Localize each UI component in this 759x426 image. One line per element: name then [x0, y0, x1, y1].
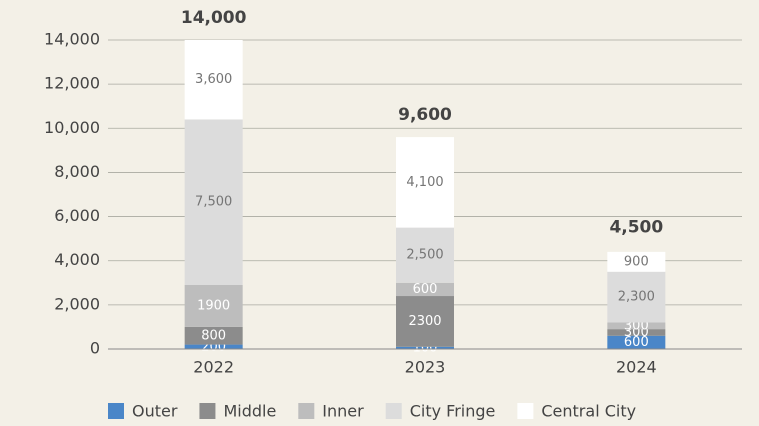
- legend-swatch: [517, 403, 534, 419]
- total-label: 14,000: [181, 8, 247, 28]
- bar-segment: [184, 326, 243, 345]
- bar-segment: [607, 329, 666, 336]
- bar-segment: [184, 119, 243, 285]
- x-tick-label: 2023: [405, 358, 446, 377]
- legend-label: Central City: [541, 402, 636, 421]
- legend-swatch: [298, 403, 315, 419]
- bar-segment: [396, 137, 454, 228]
- legend-label: Outer: [132, 402, 178, 421]
- y-tick-label: 14,000: [44, 30, 100, 49]
- legend-label: City Fringe: [410, 402, 496, 421]
- value-label: 7,500: [195, 195, 232, 210]
- bar-segment: [607, 335, 666, 349]
- value-label: 600: [413, 282, 438, 297]
- legend-label: Inner: [322, 402, 364, 421]
- x-tick-label: 2022: [193, 358, 234, 377]
- legend-swatch: [385, 403, 402, 419]
- value-label: 4,100: [406, 175, 443, 190]
- bar-segment: [607, 271, 666, 323]
- y-tick-label: 6,000: [54, 206, 100, 225]
- bar-segment: [607, 251, 666, 272]
- value-label: 3,600: [195, 72, 232, 87]
- value-label: 1900: [197, 298, 230, 313]
- total-label: 4,500: [609, 218, 663, 238]
- y-tick-label: 2,000: [54, 294, 100, 313]
- y-tick-label: 4,000: [54, 250, 100, 269]
- legend-swatch: [108, 403, 124, 419]
- y-tick-label: 12,000: [44, 74, 100, 93]
- bar-segment: [396, 227, 454, 283]
- y-tick-label: 0: [90, 339, 100, 358]
- bar-segment: [396, 282, 454, 297]
- bar-segment: [184, 40, 243, 120]
- legend-label: Middle: [223, 402, 276, 421]
- legend-swatch: [199, 403, 216, 419]
- x-tick-label: 2024: [616, 358, 657, 377]
- value-label: 900: [624, 254, 649, 269]
- y-tick-label: 8,000: [54, 162, 100, 181]
- bar-segment: [607, 322, 666, 330]
- value-label: 2,300: [618, 290, 655, 305]
- y-tick-label: 10,000: [44, 118, 100, 137]
- value-label: 800: [201, 328, 226, 343]
- bar-segment: [184, 284, 243, 327]
- bar-segment: [184, 344, 243, 349]
- total-label: 9,600: [398, 105, 452, 125]
- value-label: 2300: [408, 314, 441, 329]
- bar-segment: [396, 346, 454, 349]
- value-label: 600: [624, 335, 649, 350]
- bar-segment: [396, 296, 454, 347]
- value-label: 2,500: [406, 248, 443, 263]
